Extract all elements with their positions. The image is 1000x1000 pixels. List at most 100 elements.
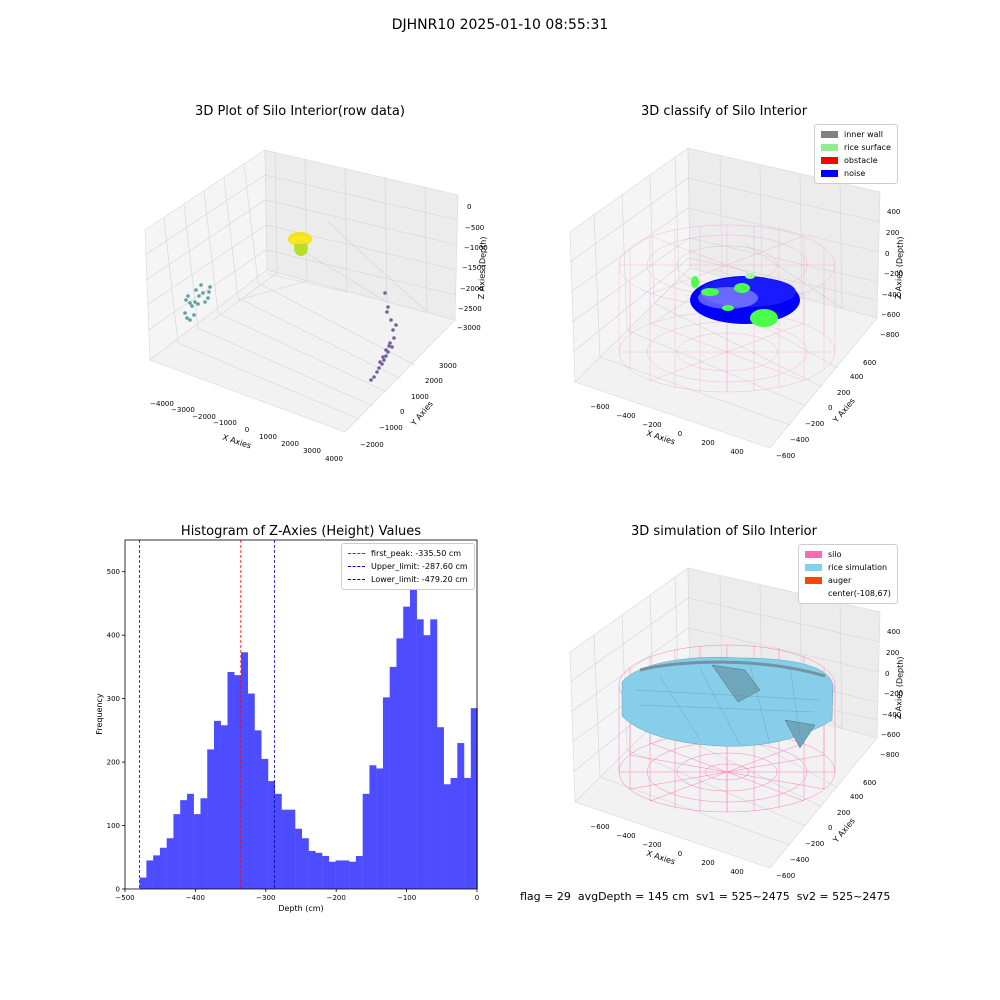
tick-label: −400	[186, 894, 205, 902]
tick-label: 100	[107, 822, 120, 830]
panel1-title: 3D Plot of Silo Interior(row data)	[195, 104, 405, 119]
histogram-bars	[139, 584, 478, 889]
legend-line	[348, 553, 365, 554]
tick-label: 500	[107, 568, 120, 576]
tick-label: −400	[616, 832, 635, 840]
legend-swatch	[821, 170, 838, 177]
histogram-legend: first_peak: -335.50 cm Upper_limit: -287…	[341, 543, 475, 590]
panel4-z-label: Z Axies (Depth)	[894, 656, 905, 719]
legend-item: auger	[805, 574, 891, 587]
teal-cluster	[183, 283, 212, 322]
histogram-bar	[139, 877, 147, 889]
tick-label: −800	[880, 751, 899, 759]
tick-label: 400	[107, 632, 120, 640]
legend-label: auger	[828, 576, 852, 585]
silo-wireframe	[618, 224, 836, 393]
legend-swatch	[805, 577, 822, 584]
tick-label: 400	[850, 373, 863, 381]
panel2-z-label: Z Axies (Depth)	[894, 236, 905, 299]
legend-item: noise	[821, 167, 891, 180]
tick-label: 0	[828, 824, 832, 832]
tick-label: 0	[678, 850, 682, 858]
legend-item: rice simulation	[805, 561, 891, 574]
panel4-z-ticks: 400 200 0 −200 −400 −600 −800	[880, 628, 903, 759]
tick-label: −1000	[464, 244, 488, 252]
tick-label: 3000	[303, 447, 321, 455]
panel4-y-label: Y Axies	[831, 816, 857, 845]
tick-label: −200	[805, 420, 824, 428]
tick-label: 0	[678, 430, 682, 438]
legend-item: center(-108,67)	[805, 587, 891, 600]
histogram-bar	[409, 584, 417, 889]
histogram-bar	[146, 860, 154, 889]
panel2-legend: inner wall rice surface obstacle noise	[814, 124, 898, 184]
histogram-bar	[403, 606, 411, 889]
histogram-bar	[437, 727, 444, 889]
histogram-x-label: Depth (cm)	[278, 904, 323, 913]
tick-label: −400	[616, 412, 635, 420]
histogram-y-ticks: 0 100 200 300 400 500	[107, 568, 125, 894]
tick-label: −400	[790, 436, 809, 444]
tick-label: 4000	[325, 455, 343, 463]
panel2-z-ticks: 400 200 0 −200 −400 −600 −800	[880, 208, 903, 339]
tick-label: −3000	[171, 406, 195, 414]
panel1-z-ticks: 0 −500 −1000 −1500 −2000 −2500 −3000	[457, 203, 488, 332]
legend-label: first_peak: -335.50 cm	[371, 549, 462, 558]
panel2-title: 3D classify of Silo Interior	[640, 104, 808, 119]
histogram-bar	[288, 809, 296, 889]
histogram-bar	[322, 856, 330, 889]
tick-label: −300	[256, 894, 275, 902]
figure-suptitle: DJHNR10 2025-01-10 08:55:31	[391, 17, 609, 33]
legend-swatch	[821, 144, 838, 151]
panel2-3d-plot: −600 −400 −200 0 200 400 X Axies −600 −4…	[569, 147, 905, 460]
tick-label: 200	[837, 809, 850, 817]
panel2-x-ticks: −600 −400 −200 0 200 400	[590, 403, 743, 456]
histogram-bar	[274, 793, 282, 889]
histogram-bar	[193, 814, 201, 889]
legend-label: noise	[844, 169, 866, 178]
tick-label: −500	[465, 224, 484, 232]
histogram-bar	[247, 693, 255, 889]
tick-label: −200	[642, 841, 661, 849]
histogram-bar	[342, 860, 350, 889]
histogram-bar	[173, 814, 181, 889]
tick-label: 200	[701, 439, 714, 447]
panel1-panes	[144, 149, 459, 433]
panel4-x-ticks: −600 −400 −200 0 200 400	[590, 823, 743, 876]
histogram-bar	[227, 671, 235, 889]
panel1-y-ticks: −2000 −1000 0 1000 2000 3000	[360, 362, 457, 449]
tick-label: 200	[886, 649, 899, 657]
histogram-bar	[470, 708, 478, 889]
tick-label: 0	[885, 250, 889, 258]
tick-label: 400	[730, 448, 743, 456]
tick-label: 1000	[259, 433, 277, 441]
legend-swatch	[805, 551, 822, 558]
legend-item: obstacle	[821, 154, 891, 167]
tick-label: −800	[880, 331, 899, 339]
panel1-x-label: X Axies	[221, 433, 252, 451]
tick-label: −200	[884, 690, 903, 698]
panel1-3d-plot: −4000 −3000 −2000 −1000 0 1000 2000 3000…	[144, 149, 488, 463]
histogram-bar	[328, 861, 336, 889]
legend-swatch	[821, 157, 838, 164]
tick-label: −600	[776, 452, 795, 460]
tick-label: 0	[828, 404, 832, 412]
tick-label: −100	[397, 894, 416, 902]
tick-label: 0	[400, 408, 404, 416]
tick-label: 300	[107, 695, 120, 703]
legend-item: first_peak: -335.50 cm	[348, 547, 468, 560]
legend-item: silo	[805, 548, 891, 561]
legend-label: inner wall	[844, 130, 884, 139]
legend-swatch	[821, 131, 838, 138]
purple-cluster	[369, 291, 398, 382]
tick-label: 200	[701, 859, 714, 867]
panel2-panes	[569, 147, 881, 449]
histogram-bar	[416, 619, 424, 889]
tick-label: 0	[116, 886, 120, 894]
tick-label: −3000	[457, 324, 481, 332]
panel4-3d-plot: −600 −400 −200 0 200 400 X Axies −600 −4…	[569, 567, 905, 880]
panel1-y-label: Y Axies	[409, 399, 435, 428]
tick-label: 0	[245, 426, 249, 434]
histogram-reference-lines	[139, 540, 275, 889]
tick-label: 2000	[281, 440, 299, 448]
